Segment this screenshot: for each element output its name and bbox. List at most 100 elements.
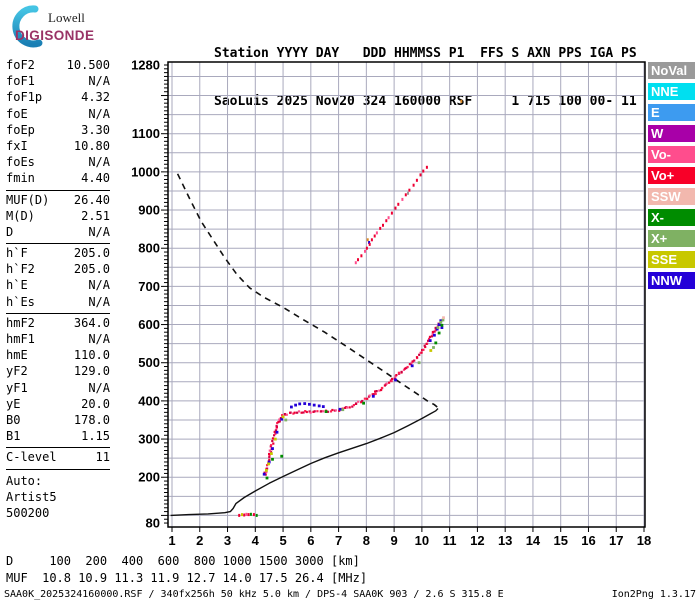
param-name: h`F [6, 246, 28, 261]
accents-yellow [265, 349, 433, 472]
param-row-hmF2: hmF2 364.0 [6, 315, 110, 331]
param-value: 2.51 [81, 208, 110, 223]
x-tick-label: 14 [526, 533, 541, 548]
y-tick-label: 200 [138, 470, 160, 485]
x-tick-label: 18 [637, 533, 651, 548]
y-tick-label: 1000 [131, 164, 160, 179]
param-value: 129.0 [73, 364, 110, 379]
row-value: 26.4 [294, 571, 324, 585]
param-row-yF1: yF1 N/A [6, 380, 110, 396]
param-value: N/A [88, 332, 110, 346]
y-tick-label: 300 [138, 432, 160, 447]
param-name: D [6, 224, 14, 239]
row-value: 400 [121, 554, 144, 568]
param-value: 4.40 [81, 171, 110, 186]
x-tick-label: 15 [553, 533, 567, 548]
legend-item-Vo-: Vo- [648, 146, 695, 163]
param-value: 1.15 [81, 429, 110, 444]
echo-direction-legend: NoVal NNE E W Vo- Vo+ SSW X- X+ SSE NNW [648, 62, 695, 293]
param-value: 178.0 [73, 412, 110, 427]
param-name: B1 [6, 429, 21, 444]
row-value: 800 [193, 554, 216, 568]
param-name: foE [6, 106, 28, 121]
param-row-foE: foE N/A [6, 106, 110, 122]
header-columns-line: Station YYYY DAY DDD HHMMSS P1 FFS S AXN… [214, 46, 637, 61]
row-value: 17.5 [258, 571, 288, 585]
autoscaling-line: Artist5 [6, 489, 57, 504]
param-row-foEs: foEs N/A [6, 154, 110, 170]
accents-green [265, 323, 444, 480]
plot-border [167, 61, 646, 528]
param-value: N/A [88, 224, 110, 239]
param-row-fxI: fxI 10.80 [6, 138, 110, 154]
param-group-4: C-level 11 [6, 448, 110, 470]
logo-digisonde-text: DIGISONDE [15, 28, 95, 43]
row-value: 1000 [222, 554, 252, 568]
legend-item-X-: X- [648, 209, 695, 226]
x-tick-label: 11 [443, 533, 457, 548]
legend-item-W: W [648, 125, 695, 142]
param-value: 4.32 [81, 90, 110, 105]
x-tick-label: 9 [391, 533, 398, 548]
param-name: C-level [6, 450, 57, 465]
param-value: 20.0 [81, 396, 110, 411]
param-row-foF1: foF1 N/A [6, 73, 110, 89]
row-value: 1500 [258, 554, 288, 568]
legend-item-X+: X+ [648, 230, 695, 247]
param-row-h`E: h`E N/A [6, 277, 110, 293]
y-tick-label: 400 [138, 393, 160, 408]
status-program-version: Ion2Png 1.3.17 [611, 589, 696, 600]
second-hop [354, 165, 428, 265]
row-value: 600 [157, 554, 180, 568]
param-value: N/A [88, 294, 110, 309]
y-tick-label: 500 [138, 355, 160, 370]
param-row-h`F: h`F 205.0 [6, 245, 110, 261]
row-value: 10.9 [78, 571, 108, 585]
axis-ticks [161, 64, 645, 532]
x-tick-label: 3 [224, 533, 231, 548]
x-tick-label: 8 [363, 533, 370, 548]
param-name: hmE [6, 348, 28, 363]
param-name: yF1 [6, 380, 28, 395]
param-value: 3.30 [81, 122, 110, 137]
x-tick-label: 12 [470, 533, 484, 548]
autoscaling-line: Auto: [6, 473, 43, 488]
accents-blue [262, 319, 444, 476]
param-name: fxI [6, 138, 28, 153]
x-tick-label: 5 [279, 533, 286, 548]
row-unit: [km] [330, 554, 360, 568]
param-value: 110.0 [73, 348, 110, 363]
x-axis-labels: 1 2 3 4 5 6 7 8 9 10 11 12 13 14 15 16 17 18 [168, 533, 651, 548]
param-row-h`Es: h`Es N/A [6, 294, 110, 310]
param-name: foF1 [6, 74, 35, 89]
row-value: 200 [85, 554, 108, 568]
param-name: h`F2 [6, 262, 35, 277]
param-name: MUF(D) [6, 192, 50, 207]
param-value: 10.80 [73, 138, 110, 153]
legend-item-NNW: NNW [648, 272, 695, 289]
param-row-B0: B0 178.0 [6, 412, 110, 428]
param-name: yF2 [6, 364, 28, 379]
param-row-fmin: fmin 4.40 [6, 170, 110, 186]
param-row-C-level: C-level 11 [6, 449, 110, 465]
legend-item-SSW: SSW [648, 188, 695, 205]
y-tick-label: 1100 [132, 126, 160, 141]
row-value: 11.3 [114, 571, 144, 585]
accents-ltgreen [284, 318, 445, 422]
param-name: h`E [6, 278, 28, 293]
parameter-panel: foF2 10.500 foF1 N/A foF1p 4.32 foE N/A foEp 3.30… [6, 56, 110, 524]
y-axis-labels: 1280 1100 1000 900 800 700 600 500 400 300 200 80 [131, 58, 160, 531]
param-name: hmF2 [6, 315, 35, 330]
topside-profile-dashed [176, 173, 440, 409]
row-value: 100 [49, 554, 71, 568]
accents-salmon [442, 316, 445, 320]
legend-item-Vo+: Vo+ [648, 167, 695, 184]
status-bar: SAA0K_2025324160000.RSF / 340fx256h 50 k… [4, 589, 696, 600]
autoscaling-info: Auto: Artist5 500200 [6, 470, 110, 525]
logo-lowell-text: Lowell [48, 10, 85, 25]
x-tick-label: 6 [307, 533, 314, 548]
param-name: yE [6, 396, 21, 411]
row-value: 12.7 [186, 571, 216, 585]
d-distance-row: D 100 200 400 600 800 1000 1500 3000 [km] [6, 553, 360, 570]
y-tick-label: 700 [138, 279, 160, 294]
